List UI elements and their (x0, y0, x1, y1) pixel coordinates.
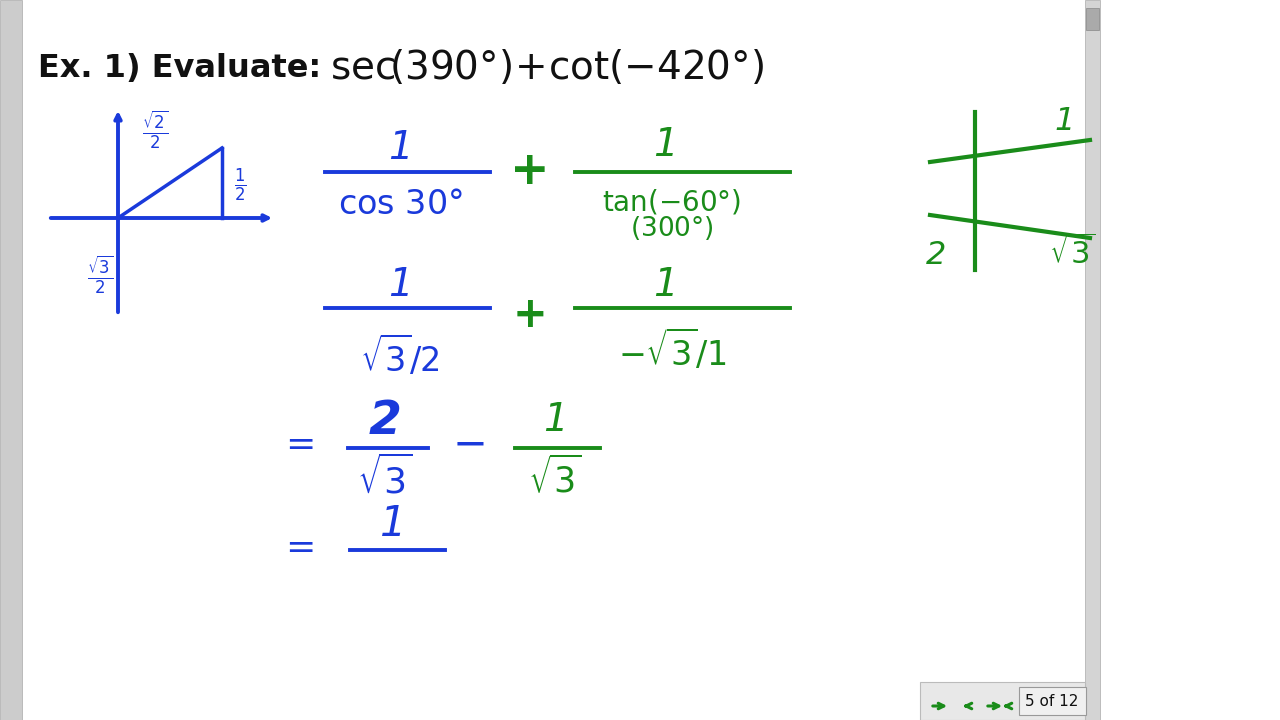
Text: 1: 1 (388, 129, 412, 167)
Text: $-\sqrt{3}/1$: $-\sqrt{3}/1$ (617, 328, 727, 372)
FancyBboxPatch shape (1019, 687, 1085, 715)
Text: 1: 1 (653, 266, 677, 304)
Text: $\frac{\sqrt{2}}{2}$: $\frac{\sqrt{2}}{2}$ (142, 109, 168, 151)
Text: $\frac{1}{2}$: $\frac{1}{2}$ (234, 166, 246, 204)
FancyBboxPatch shape (1085, 8, 1100, 30)
Text: 1: 1 (380, 503, 406, 545)
Text: 1: 1 (1055, 107, 1075, 138)
Text: 1: 1 (388, 266, 412, 304)
Text: $\sqrt{3}$: $\sqrt{3}$ (357, 455, 413, 500)
FancyBboxPatch shape (0, 0, 22, 720)
Text: $\sqrt{3}$: $\sqrt{3}$ (529, 455, 582, 499)
Text: $\tan(-60°)$: $\tan(-60°)$ (603, 187, 741, 217)
Text: $\sqrt{3}$: $\sqrt{3}$ (1048, 234, 1096, 270)
FancyBboxPatch shape (1085, 0, 1100, 720)
Text: 2: 2 (369, 400, 402, 444)
Text: +: + (512, 294, 548, 336)
Text: =: = (285, 531, 315, 565)
Text: 5 of 12: 5 of 12 (1025, 695, 1079, 709)
Text: $\sqrt{3}/2$: $\sqrt{3}/2$ (360, 333, 440, 377)
Text: $\frac{\sqrt{3}}{2}$: $\frac{\sqrt{3}}{2}$ (87, 253, 113, 296)
FancyBboxPatch shape (920, 682, 1085, 720)
Text: −: − (453, 424, 488, 466)
Text: 2: 2 (925, 240, 946, 271)
Text: 1: 1 (653, 126, 677, 164)
Text: $(300°)$: $(300°)$ (630, 214, 714, 242)
Text: 1: 1 (543, 401, 567, 439)
Text: =: = (285, 428, 315, 462)
Text: $\mathrm{sec}\!\left(390°\right)\!+\!\cot\!\left(-420°\right)$: $\mathrm{sec}\!\left(390°\right)\!+\!\co… (330, 48, 764, 88)
Text: +: + (511, 150, 550, 194)
Text: Ex. 1) Evaluate:: Ex. 1) Evaluate: (38, 53, 321, 84)
Text: $\cos\,30°$: $\cos\,30°$ (338, 189, 462, 222)
